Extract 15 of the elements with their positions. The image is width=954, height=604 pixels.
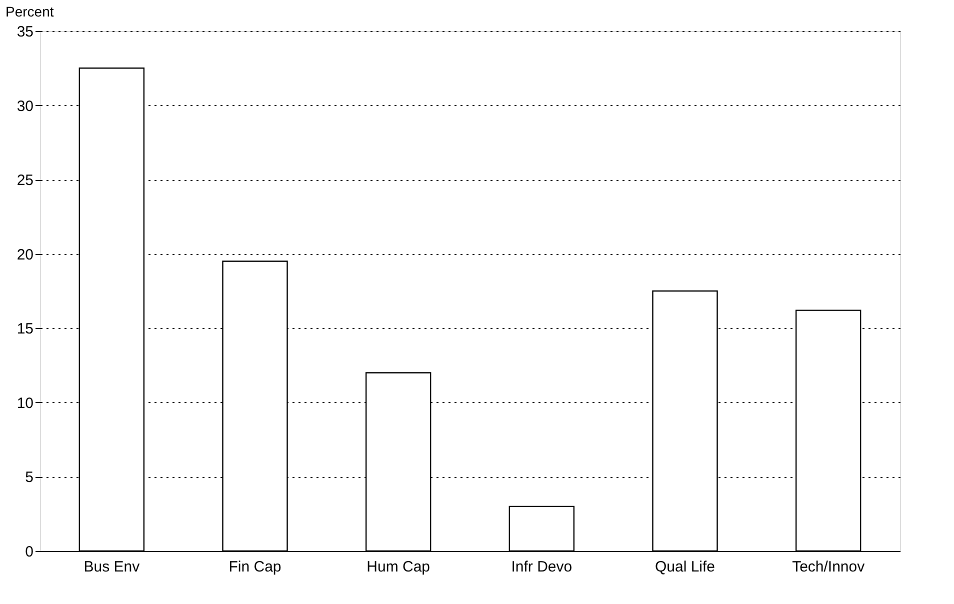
y-axis-title: Percent <box>6 4 54 20</box>
x-tick-label: Qual Life <box>654 558 716 576</box>
y-tick-label: 35 <box>16 24 34 40</box>
y-tick-label: 30 <box>16 98 34 115</box>
y-tick-label: 25 <box>16 172 34 190</box>
x-tick-label: Infr Devo <box>511 558 572 576</box>
y-tick-label: 20 <box>16 246 34 264</box>
y-tick-label: 0 <box>25 544 34 560</box>
y-tick-label: 10 <box>16 394 34 412</box>
x-tick-label: Bus Env <box>84 558 140 576</box>
x-tick-label: Tech/Innov <box>792 558 866 576</box>
x-tick-label: Fin Cap <box>228 558 282 576</box>
y-tick-label: 15 <box>16 320 34 338</box>
y-tick-label: 5 <box>25 469 34 486</box>
x-tick-label: Hum Cap <box>366 558 430 576</box>
